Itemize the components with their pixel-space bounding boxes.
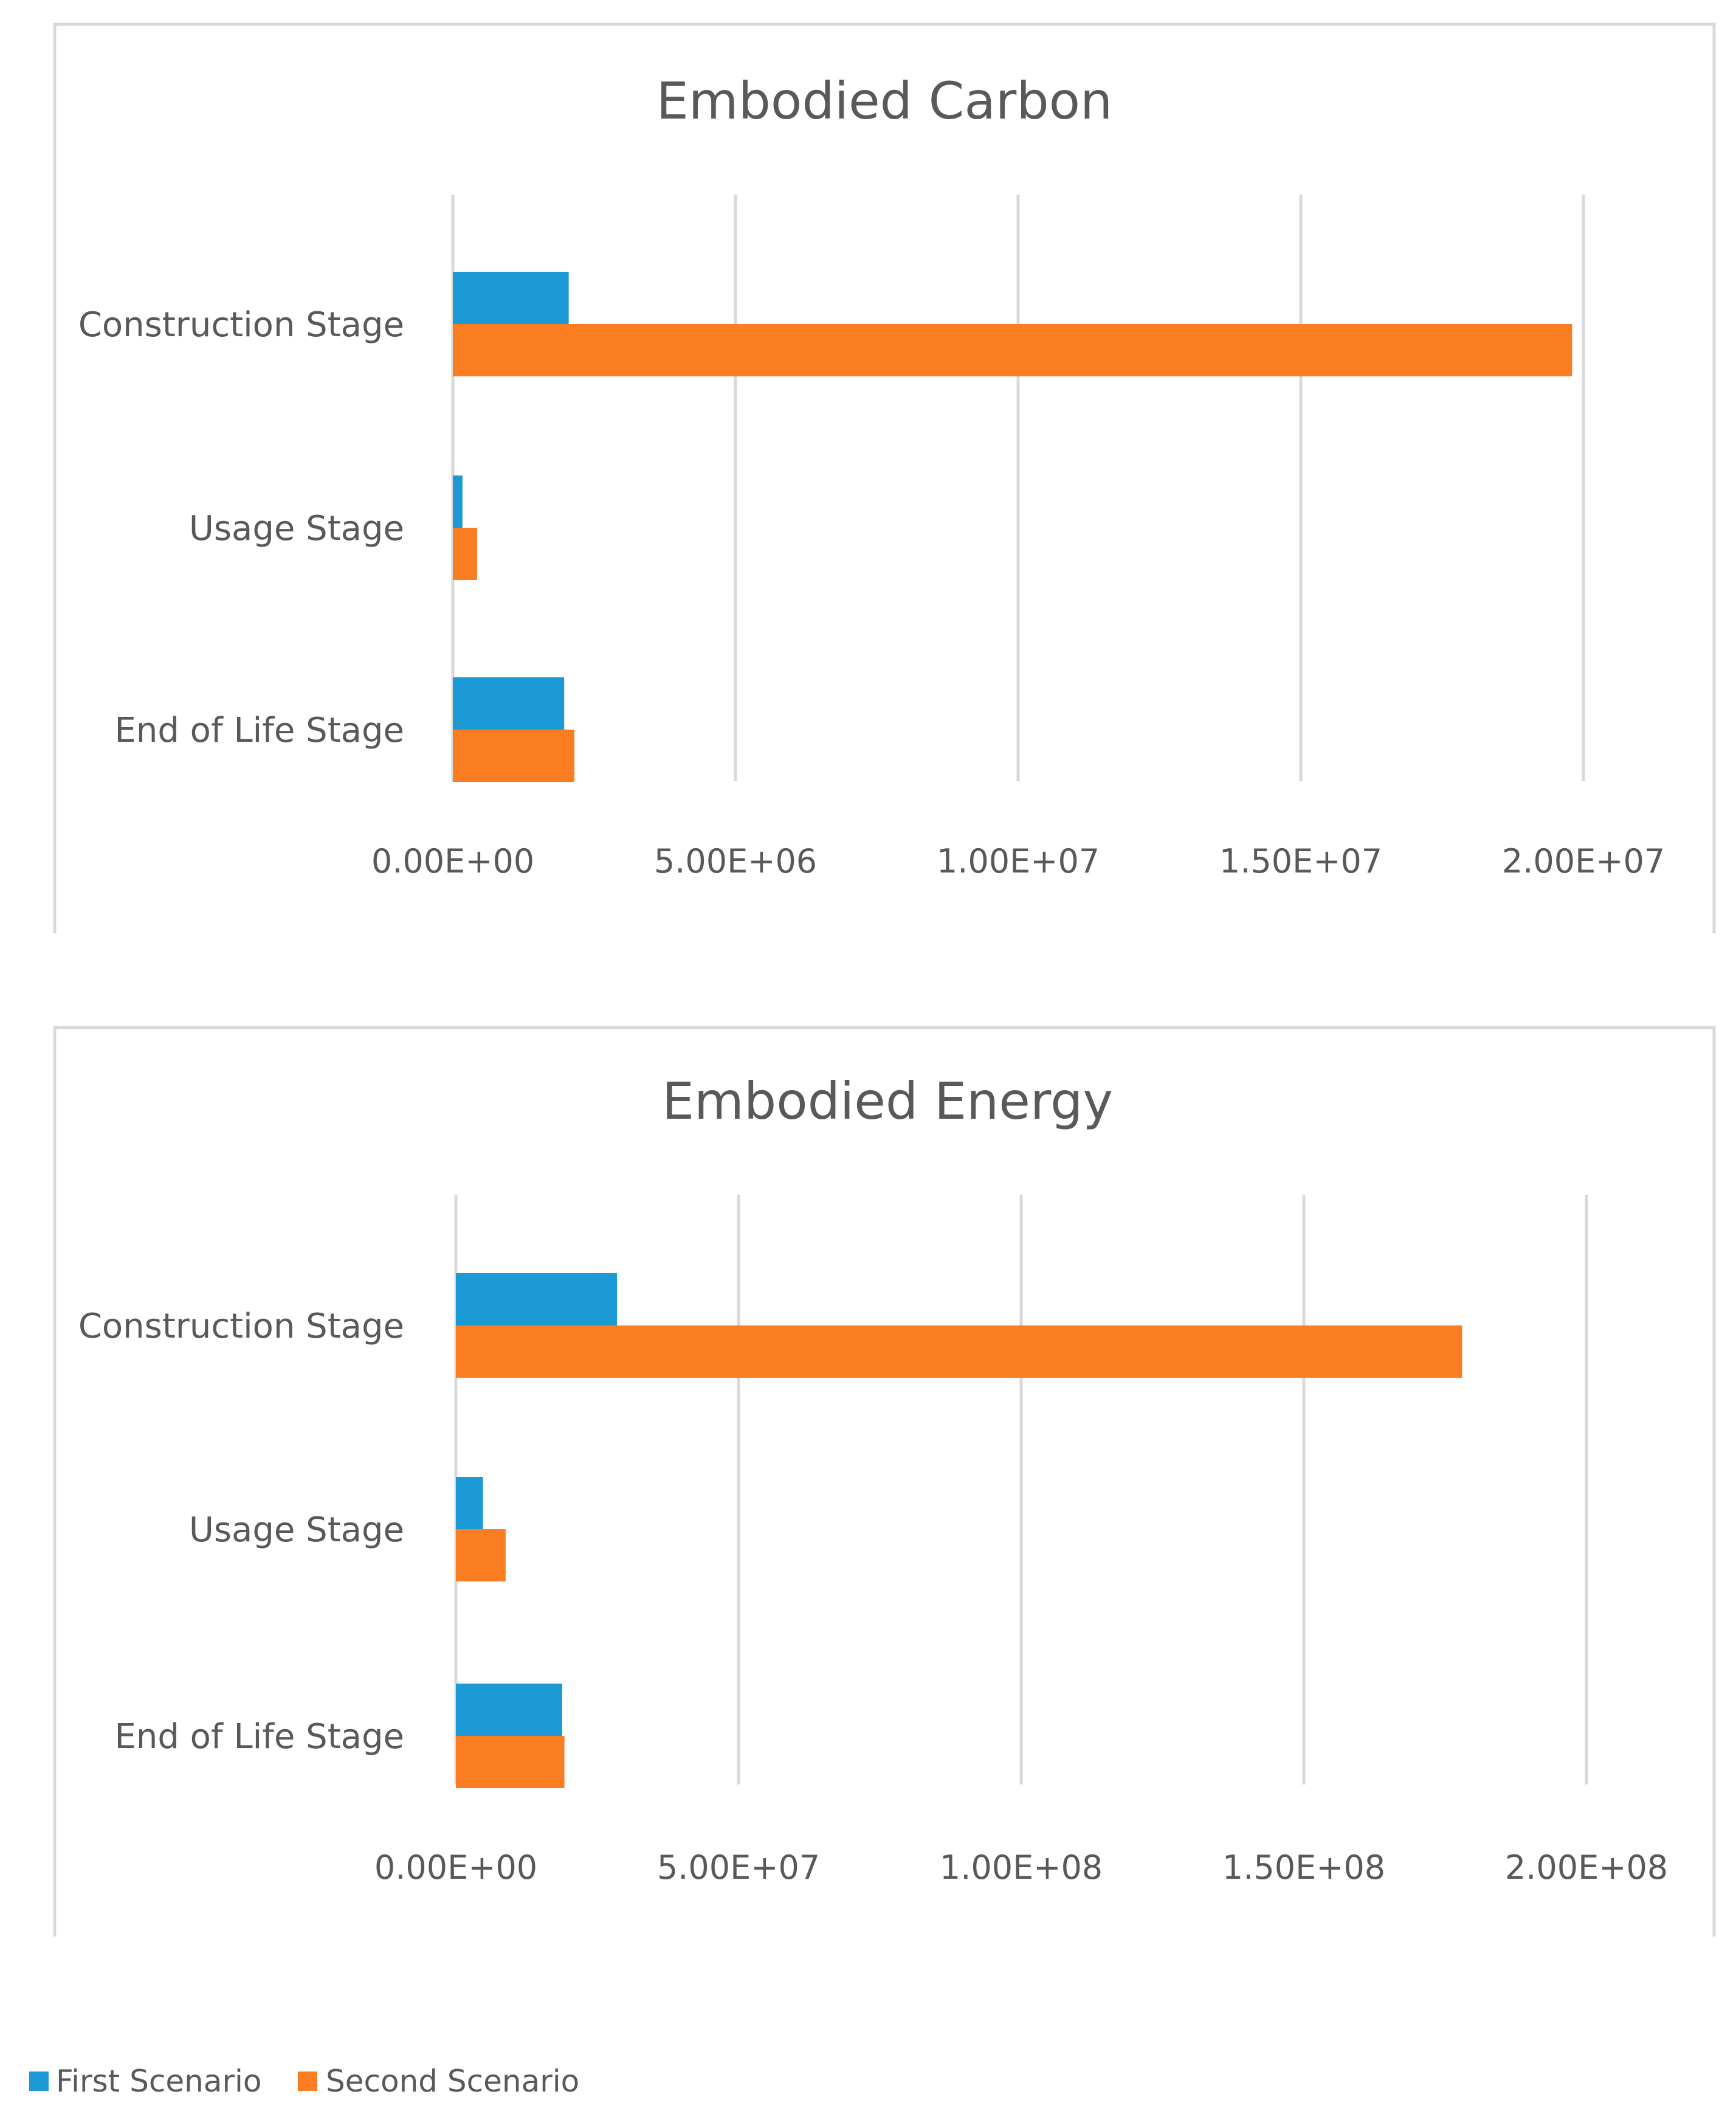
bar-second-scenario xyxy=(456,1529,506,1581)
category-label: End of Life Stage xyxy=(114,711,404,750)
bar-first-scenario xyxy=(456,1273,618,1325)
legend-label-second-scenario: Second Scenario xyxy=(326,2064,579,2099)
legend: First Scenario Second Scenario xyxy=(29,2064,579,2099)
bar-first-scenario xyxy=(456,1477,483,1529)
x-tick-label: 5.00E+06 xyxy=(654,842,817,880)
bar-first-scenario xyxy=(453,272,569,324)
embodied-energy-chart: Embodied Energy Construction Stage Usage … xyxy=(53,1026,1716,1937)
x-tick-label: 0.00E+00 xyxy=(371,842,534,880)
x-tick-label: 1.00E+07 xyxy=(937,842,1100,880)
bar-first-scenario xyxy=(456,1684,562,1736)
chart-frame xyxy=(53,1026,1716,1937)
category-labels: Construction Stage Usage Stage End of Life… xyxy=(78,305,404,750)
category-label: End of Life Stage xyxy=(114,1717,404,1757)
bar-second-scenario xyxy=(453,324,1572,376)
bar-second-scenario xyxy=(453,730,574,782)
embodied-carbon-chart: Embodied Carbon Construction Stage Usage … xyxy=(53,22,1716,933)
chart-title: Embodied Energy xyxy=(662,1071,1113,1131)
bar-first-scenario xyxy=(453,475,463,528)
category-label: Usage Stage xyxy=(189,509,404,548)
category-label: Usage Stage xyxy=(189,1510,404,1550)
legend-swatch-second-scenario xyxy=(298,2071,317,2091)
x-tick-label: 2.00E+08 xyxy=(1505,1848,1668,1887)
category-labels: Construction Stage Usage Stage End of Life… xyxy=(78,1307,404,1757)
bar-second-scenario xyxy=(456,1736,565,1788)
x-tick-label: 1.50E+07 xyxy=(1219,842,1382,880)
x-axis-tick-labels: 0.00E+00 5.00E+07 1.00E+08 1.50E+08 2.00E+08 xyxy=(374,1848,1668,1887)
bar-first-scenario xyxy=(453,677,565,730)
bar-second-scenario xyxy=(453,528,477,580)
gridlines xyxy=(451,195,1585,781)
category-label: Construction Stage xyxy=(78,305,404,345)
gridlines xyxy=(454,1195,1588,1785)
legend-label-first-scenario: First Scenario xyxy=(56,2064,261,2099)
bars xyxy=(453,272,1572,782)
x-tick-label: 5.00E+07 xyxy=(657,1848,820,1887)
x-tick-label: 1.00E+08 xyxy=(940,1848,1103,1887)
bars xyxy=(456,1273,1462,1788)
x-axis-tick-labels: 0.00E+00 5.00E+06 1.00E+07 1.50E+07 2.00E+07 xyxy=(371,842,1665,880)
bar-second-scenario xyxy=(456,1325,1462,1378)
x-tick-label: 1.50E+08 xyxy=(1222,1848,1385,1887)
chart-frame xyxy=(53,22,1716,933)
legend-swatch-first-scenario xyxy=(29,2071,49,2091)
category-label: Construction Stage xyxy=(78,1307,404,1346)
x-tick-label: 0.00E+00 xyxy=(374,1848,537,1887)
x-tick-label: 2.00E+07 xyxy=(1502,842,1665,880)
chart-title: Embodied Carbon xyxy=(656,71,1113,131)
